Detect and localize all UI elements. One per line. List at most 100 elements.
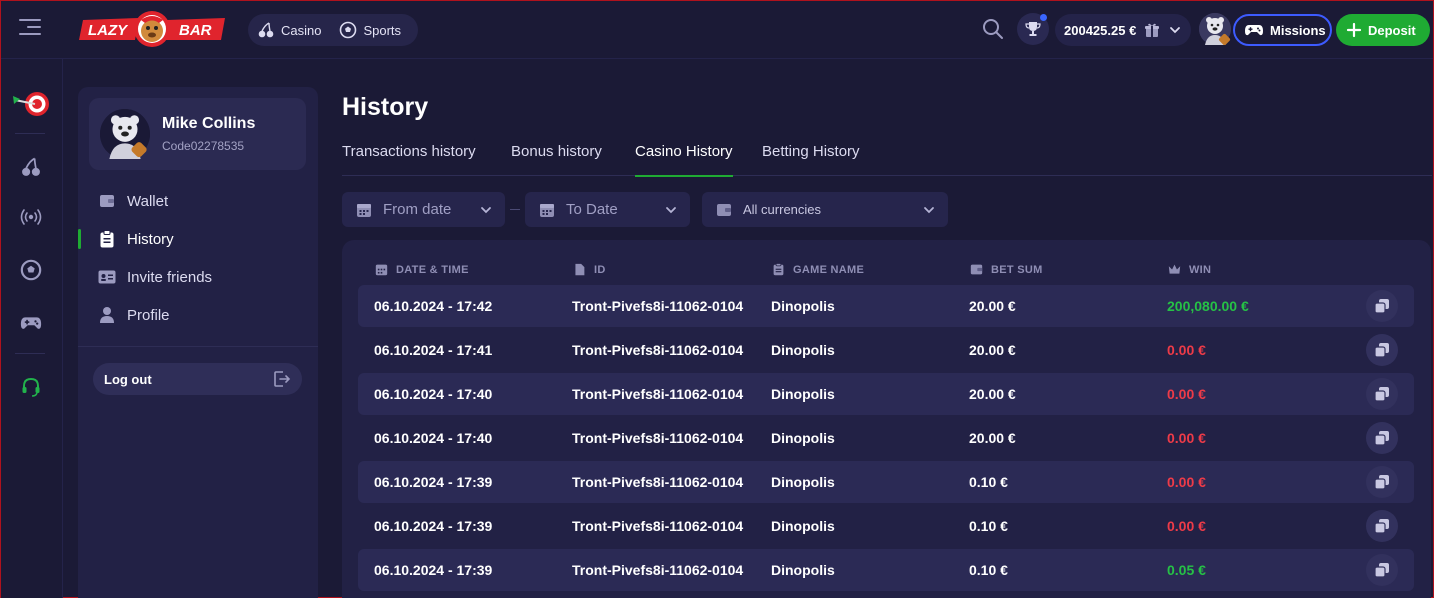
top-nav: Casino Sports [248, 14, 418, 46]
copy-icon [1374, 343, 1389, 358]
live-broadcast-icon[interactable] [17, 203, 45, 231]
copy-icon [1374, 299, 1389, 314]
missions-label: Missions [1270, 22, 1326, 38]
dart-target-icon[interactable] [11, 87, 51, 121]
cherries-icon [258, 22, 274, 38]
cell-win: 0.00 € [1167, 518, 1206, 534]
search-icon[interactable] [981, 17, 1005, 41]
to-date-placeholder: To Date [566, 201, 618, 218]
menu-item-label: Invite friends [127, 268, 213, 286]
from-date-picker[interactable]: From date [342, 192, 505, 227]
balance-amount: 200425.25 € [1064, 22, 1137, 38]
chevron-down-icon [481, 207, 491, 214]
column-header-id: ID [573, 263, 606, 276]
menu-item-profile[interactable]: Profile [98, 303, 170, 327]
currency-select[interactable]: All currencies [702, 192, 948, 227]
cell-datetime: 06.10.2024 - 17:39 [374, 562, 493, 578]
plus-icon [1346, 22, 1362, 38]
table-row: 06.10.2024 - 17:40 Tront-Pivefs8i-11062-0… [358, 373, 1414, 415]
tab-betting-history[interactable]: Betting History [762, 143, 860, 160]
cell-bet-sum: 0.10 € [969, 518, 1008, 534]
tab-transactions-history[interactable]: Transactions history [342, 143, 476, 160]
menu-item-wallet[interactable]: Wallet [98, 189, 168, 213]
trophy-icon [1025, 22, 1041, 36]
copy-button[interactable] [1366, 510, 1398, 542]
balance-dropdown[interactable]: 200425.25 € [1055, 14, 1191, 46]
copy-button[interactable] [1366, 290, 1398, 322]
top-header: LAZY BAR Casino Sports 200425.25 € [1, 1, 1433, 59]
clipboard-icon [773, 263, 784, 276]
trophy-button[interactable] [1017, 13, 1049, 45]
gamepad-icon[interactable] [17, 309, 45, 337]
copy-icon [1374, 431, 1389, 446]
copy-button[interactable] [1366, 554, 1398, 586]
nav-casino[interactable]: Casino [248, 14, 330, 46]
column-header-win: WIN [1168, 263, 1211, 276]
tab-casino-history[interactable]: Casino History [635, 143, 733, 177]
cell-win: 0.00 € [1167, 386, 1206, 402]
cell-id: Tront-Pivefs8i-11062-0104 [572, 474, 744, 490]
copy-button[interactable] [1366, 466, 1398, 498]
menu-item-invite-friends[interactable]: Invite friends [98, 265, 212, 289]
table-row: 06.10.2024 - 17:41 Tront-Pivefs8i-11062-0… [358, 329, 1414, 371]
column-header-datetime: DATE & TIME [375, 263, 469, 276]
notification-dot [1040, 14, 1047, 21]
cell-bet-sum: 20.00 € [969, 430, 1016, 446]
cell-bet-sum: 20.00 € [969, 342, 1016, 358]
calendar-icon [375, 264, 388, 276]
user-icon [98, 306, 116, 324]
cell-game-name: Dinopolis [771, 298, 835, 314]
menu-toggle-icon[interactable] [19, 19, 41, 37]
missions-button[interactable]: Missions [1233, 14, 1332, 46]
tab-bonus-history[interactable]: Bonus history [511, 143, 602, 160]
gift-icon [1142, 20, 1162, 40]
cell-datetime: 06.10.2024 - 17:40 [374, 386, 493, 402]
wallet-icon [98, 192, 116, 210]
user-avatar[interactable] [1199, 13, 1231, 46]
gamepad-icon [1245, 25, 1263, 36]
copy-button[interactable] [1366, 422, 1398, 454]
clipboard-icon [98, 230, 116, 248]
date-range-separator [510, 209, 520, 210]
to-date-picker[interactable]: To Date [525, 192, 690, 227]
chevron-down-icon [1170, 27, 1181, 34]
cell-win: 0.00 € [1167, 342, 1206, 358]
lazybar-logo[interactable]: LAZY BAR [79, 10, 227, 48]
cell-datetime: 06.10.2024 - 17:41 [374, 342, 493, 358]
table-row: 06.10.2024 - 17:39 Tront-Pivefs8i-11062-0… [358, 549, 1414, 591]
table-row: 06.10.2024 - 17:39 Tront-Pivefs8i-11062-0… [358, 505, 1414, 547]
cell-id: Tront-Pivefs8i-11062-0104 [572, 518, 744, 534]
menu-item-history[interactable]: History [98, 227, 174, 251]
copy-icon [1374, 387, 1389, 402]
soccer-ball-icon[interactable] [17, 256, 45, 284]
copy-button[interactable] [1366, 334, 1398, 366]
cell-win: 200,080.00 € [1167, 298, 1249, 314]
nav-sports[interactable]: Sports [330, 14, 410, 46]
cell-datetime: 06.10.2024 - 17:42 [374, 298, 493, 314]
deposit-button[interactable]: Deposit [1336, 14, 1430, 46]
copy-button[interactable] [1366, 378, 1398, 410]
svg-text:BAR: BAR [179, 22, 212, 39]
svg-text:LAZY: LAZY [88, 22, 129, 39]
cell-win: 0.05 € [1167, 562, 1206, 578]
cell-bet-sum: 0.10 € [969, 562, 1008, 578]
user-code: Code02278535 [162, 139, 245, 153]
cell-datetime: 06.10.2024 - 17:39 [374, 518, 493, 534]
table-row: 06.10.2024 - 17:39 Tront-Pivefs8i-11062-0… [358, 461, 1414, 503]
calendar-icon [540, 203, 554, 217]
cell-bet-sum: 20.00 € [969, 386, 1016, 402]
cell-id: Tront-Pivefs8i-11062-0104 [572, 562, 744, 578]
soccer-ball-icon [340, 21, 357, 39]
headset-support-icon[interactable] [17, 373, 45, 401]
menu-item-label: History [127, 230, 174, 248]
crown-icon [1168, 264, 1181, 274]
cherries-icon[interactable] [17, 153, 45, 181]
logout-icon [274, 371, 291, 387]
cell-win: 0.00 € [1167, 430, 1206, 446]
logout-button[interactable]: Log out [93, 363, 302, 395]
wallet-icon [717, 203, 731, 216]
copy-icon [1374, 475, 1389, 490]
logout-label: Log out [104, 371, 152, 387]
divider [78, 346, 318, 347]
cell-id: Tront-Pivefs8i-11062-0104 [572, 342, 744, 358]
